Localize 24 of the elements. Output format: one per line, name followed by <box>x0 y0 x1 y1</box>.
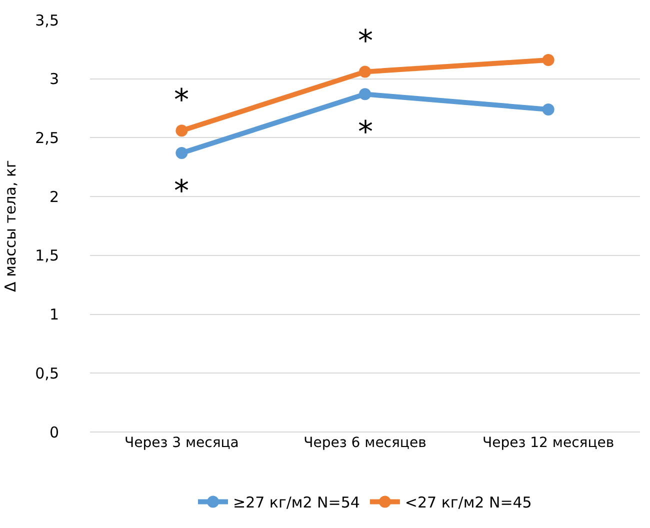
point <box>359 66 371 78</box>
y-tick-label: 1,5 <box>35 246 59 265</box>
annotation: * <box>174 174 189 209</box>
legend-label: ≥27 кг/м2 N=54 <box>233 494 360 512</box>
annotation: * <box>358 115 373 150</box>
legend-label: <27 кг/м2 N=45 <box>404 494 532 512</box>
y-tick-label: 2 <box>49 188 59 206</box>
x-tick-label: Через 12 месяцев <box>482 435 614 451</box>
y-tick-label: 0,5 <box>35 364 59 382</box>
y-tick-label: 1 <box>49 306 59 324</box>
y-tick-label: 3 <box>49 70 59 88</box>
y-tick-label: 3,5 <box>35 11 59 30</box>
y-tick-label: 0 <box>49 423 59 442</box>
x-tick-label: Через 6 месяцев <box>304 435 426 451</box>
point <box>542 103 554 116</box>
point <box>176 124 188 137</box>
point <box>359 88 371 100</box>
y-axis-title: Δ массы тела, кг <box>1 160 20 292</box>
point <box>176 147 188 160</box>
x-tick-label: Через 3 месяца <box>124 435 239 451</box>
point <box>542 54 554 66</box>
annotation: * <box>174 83 189 118</box>
y-tick-label: 2,5 <box>35 128 59 147</box>
annotation: * <box>358 24 373 59</box>
